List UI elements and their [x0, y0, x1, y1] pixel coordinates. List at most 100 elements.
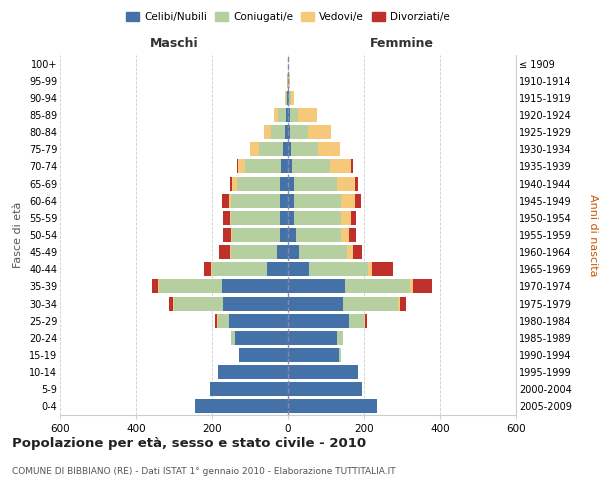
Bar	[286, 108, 288, 122]
Bar	[288, 91, 289, 105]
Bar	[288, 108, 290, 122]
Bar	[288, 331, 337, 345]
Text: COMUNE DI BIBBIANO (RE) - Dati ISTAT 1° gennaio 2010 - Elaborazione TUTTITALIA.I: COMUNE DI BIBBIANO (RE) - Dati ISTAT 1° …	[12, 468, 395, 476]
Bar	[341, 211, 350, 225]
Bar	[288, 194, 294, 207]
Bar	[235, 331, 288, 345]
Bar	[280, 176, 288, 190]
Bar	[232, 176, 236, 190]
Bar	[349, 228, 356, 242]
Bar	[152, 280, 158, 293]
Bar	[221, 194, 229, 207]
Bar	[343, 296, 398, 310]
Bar	[368, 262, 371, 276]
Bar	[287, 91, 288, 105]
Bar	[280, 228, 288, 242]
Bar	[398, 296, 400, 310]
Bar	[231, 331, 235, 345]
Bar	[350, 211, 356, 225]
Bar	[365, 314, 367, 328]
Bar	[290, 91, 294, 105]
Y-axis label: Fasce di età: Fasce di età	[13, 202, 23, 268]
Bar	[230, 245, 231, 259]
Bar	[353, 245, 362, 259]
Text: Maschi: Maschi	[149, 37, 199, 50]
Bar	[364, 314, 365, 328]
Text: Femmine: Femmine	[370, 37, 434, 50]
Bar	[230, 176, 232, 190]
Bar	[288, 262, 309, 276]
Bar	[341, 194, 355, 207]
Bar	[289, 74, 290, 88]
Bar	[350, 160, 353, 173]
Bar	[215, 314, 217, 328]
Bar	[290, 108, 298, 122]
Bar	[232, 228, 280, 242]
Bar	[288, 142, 291, 156]
Bar	[286, 91, 287, 105]
Bar	[288, 228, 296, 242]
Bar	[229, 314, 288, 328]
Bar	[280, 194, 288, 207]
Bar	[288, 245, 299, 259]
Bar	[169, 296, 173, 310]
Bar	[298, 108, 317, 122]
Bar	[267, 262, 288, 276]
Bar	[294, 176, 337, 190]
Bar	[400, 296, 406, 310]
Bar	[308, 125, 331, 139]
Bar	[292, 160, 330, 173]
Bar	[337, 331, 343, 345]
Bar	[341, 228, 349, 242]
Text: Popolazione per età, sesso e stato civile - 2010: Popolazione per età, sesso e stato civil…	[12, 438, 366, 450]
Bar	[229, 194, 231, 207]
Bar	[223, 296, 288, 310]
Bar	[290, 125, 308, 139]
Bar	[230, 211, 231, 225]
Bar	[211, 262, 212, 276]
Bar	[288, 296, 343, 310]
Bar	[330, 160, 350, 173]
Bar	[345, 280, 410, 293]
Bar	[413, 280, 431, 293]
Bar	[237, 160, 238, 173]
Bar	[280, 211, 288, 225]
Bar	[288, 400, 377, 413]
Bar	[309, 262, 368, 276]
Bar	[278, 108, 286, 122]
Bar	[271, 125, 285, 139]
Bar	[231, 245, 277, 259]
Bar	[288, 280, 345, 293]
Bar	[205, 262, 211, 276]
Bar	[291, 142, 317, 156]
Bar	[221, 280, 288, 293]
Bar	[283, 142, 288, 156]
Bar	[285, 125, 288, 139]
Bar	[347, 245, 353, 259]
Bar	[263, 125, 271, 139]
Bar	[288, 365, 358, 379]
Bar	[158, 280, 159, 293]
Bar	[355, 176, 358, 190]
Bar	[288, 314, 349, 328]
Y-axis label: Anni di nascita: Anni di nascita	[589, 194, 598, 276]
Bar	[218, 314, 229, 328]
Bar	[245, 160, 281, 173]
Bar	[285, 91, 286, 105]
Bar	[195, 400, 288, 413]
Bar	[239, 348, 288, 362]
Bar	[236, 176, 280, 190]
Bar	[288, 348, 340, 362]
Bar	[274, 108, 278, 122]
Bar	[294, 211, 341, 225]
Bar	[173, 296, 174, 310]
Bar	[371, 262, 392, 276]
Bar	[277, 245, 288, 259]
Bar	[174, 296, 223, 310]
Bar	[231, 228, 232, 242]
Bar	[288, 382, 362, 396]
Bar	[337, 176, 355, 190]
Bar	[281, 160, 288, 173]
Bar	[296, 228, 341, 242]
Bar	[231, 194, 280, 207]
